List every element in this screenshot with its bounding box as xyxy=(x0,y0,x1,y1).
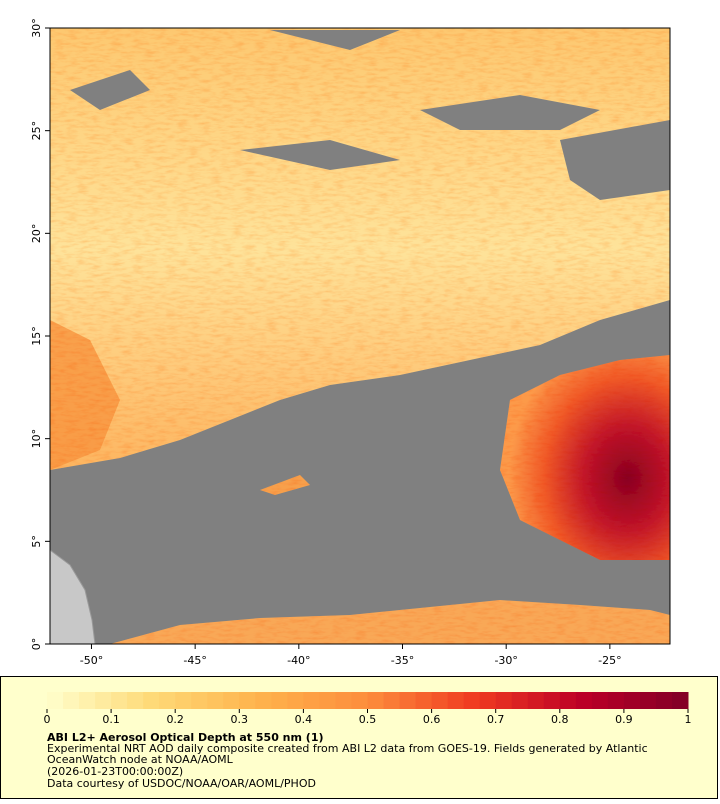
y-tick-label: 20° xyxy=(30,224,43,244)
aerosol-plume xyxy=(500,355,670,560)
colorbar-swatch xyxy=(479,692,497,709)
colorbar-tick-label: 0.3 xyxy=(231,713,249,726)
colorbar-swatch xyxy=(639,692,657,709)
colorbar-swatch xyxy=(415,692,433,709)
caption-title: ABI L2+ Aerosol Optical Depth at 550 nm … xyxy=(47,731,324,744)
colorbar-swatch xyxy=(95,692,112,709)
colorbar-swatch xyxy=(383,692,401,709)
x-tick-label: -50° xyxy=(80,654,103,667)
colorbar-tick-label: 0.1 xyxy=(102,713,120,726)
x-tick-label: -30° xyxy=(494,654,517,667)
colorbar-swatch xyxy=(271,692,288,709)
colorbar-swatch xyxy=(495,692,513,709)
colorbar-swatch xyxy=(431,692,449,709)
colorbar-swatch xyxy=(351,692,368,709)
colorbar-swatch xyxy=(79,692,96,709)
land xyxy=(50,549,96,644)
colorbar-tick-label: 0.4 xyxy=(295,713,313,726)
aerosol-plume xyxy=(50,320,120,470)
x-tick-label: -45° xyxy=(183,654,206,667)
colorbar-tick-label: 1 xyxy=(685,713,692,726)
colorbar-swatch xyxy=(127,692,144,709)
colorbar-swatch xyxy=(671,692,689,709)
x-tick-label: -35° xyxy=(391,654,414,667)
colorbar-tick-label: 0.8 xyxy=(551,713,569,726)
colorbar-swatch xyxy=(303,692,320,709)
colorbar-tick-label: 0.9 xyxy=(615,713,633,726)
y-tick-label: 0° xyxy=(30,638,43,651)
colorbar-swatch xyxy=(607,692,625,709)
y-tick-label: 10° xyxy=(30,429,43,449)
colorbar-swatch xyxy=(207,692,224,709)
colorbar-swatch xyxy=(255,692,272,709)
y-tick-label: 5° xyxy=(30,535,43,548)
colorbar-swatch xyxy=(63,692,80,709)
colorbar-tick-label: 0 xyxy=(44,713,51,726)
caption-line: Experimental NRT AOD daily composite cre… xyxy=(47,742,648,755)
colorbar-swatch xyxy=(159,692,176,709)
x-tick-label: -40° xyxy=(287,654,310,667)
colorbar-swatch xyxy=(47,692,64,709)
colorbar-swatch xyxy=(335,692,352,709)
y-tick-label: 25° xyxy=(30,121,43,141)
y-tick-label: 15° xyxy=(30,326,43,346)
colorbar-tick-label: 0.2 xyxy=(166,713,184,726)
colorbar-swatch xyxy=(399,692,417,709)
caption-line: Data courtesy of USDOC/NOAA/OAR/AOML/PHO… xyxy=(47,777,316,790)
colorbar-tick-label: 0.7 xyxy=(487,713,505,726)
colorbar-swatch xyxy=(447,692,465,709)
colorbar-tick-label: 0.6 xyxy=(423,713,441,726)
colorbar-swatch xyxy=(511,692,529,709)
colorbar-swatch xyxy=(591,692,609,709)
aod-field xyxy=(50,28,670,644)
colorbar-swatch xyxy=(175,692,192,709)
colorbar-swatch xyxy=(223,692,240,709)
x-tick-label: -25° xyxy=(598,654,621,667)
colorbar-swatch xyxy=(575,692,593,709)
colorbar-swatch xyxy=(111,692,128,709)
colorbar-swatch xyxy=(543,692,561,709)
caption-line: (2026-01-23T00:00:00Z) xyxy=(47,765,183,778)
colorbar-tick-label: 0.5 xyxy=(359,713,377,726)
colorbar-swatch xyxy=(655,692,673,709)
colorbar-swatch xyxy=(191,692,208,709)
aerosol-plume xyxy=(50,28,670,470)
colorbar-swatch xyxy=(287,692,304,709)
colorbar-swatch xyxy=(143,692,160,709)
aerosol-plume xyxy=(260,475,310,495)
no-data xyxy=(70,30,670,200)
caption-line: OceanWatch node at NOAA/AOML xyxy=(47,753,234,766)
colorbar-swatch xyxy=(239,692,256,709)
colorbar-swatch xyxy=(527,692,545,709)
colorbar-swatch xyxy=(367,692,385,709)
colorbar-swatch xyxy=(463,692,481,709)
aerosol-plume xyxy=(110,600,670,644)
colorbar-swatch xyxy=(623,692,641,709)
colorbar-swatch xyxy=(559,692,577,709)
colorbar-swatch xyxy=(319,692,336,709)
y-tick-label: 30° xyxy=(30,18,43,38)
